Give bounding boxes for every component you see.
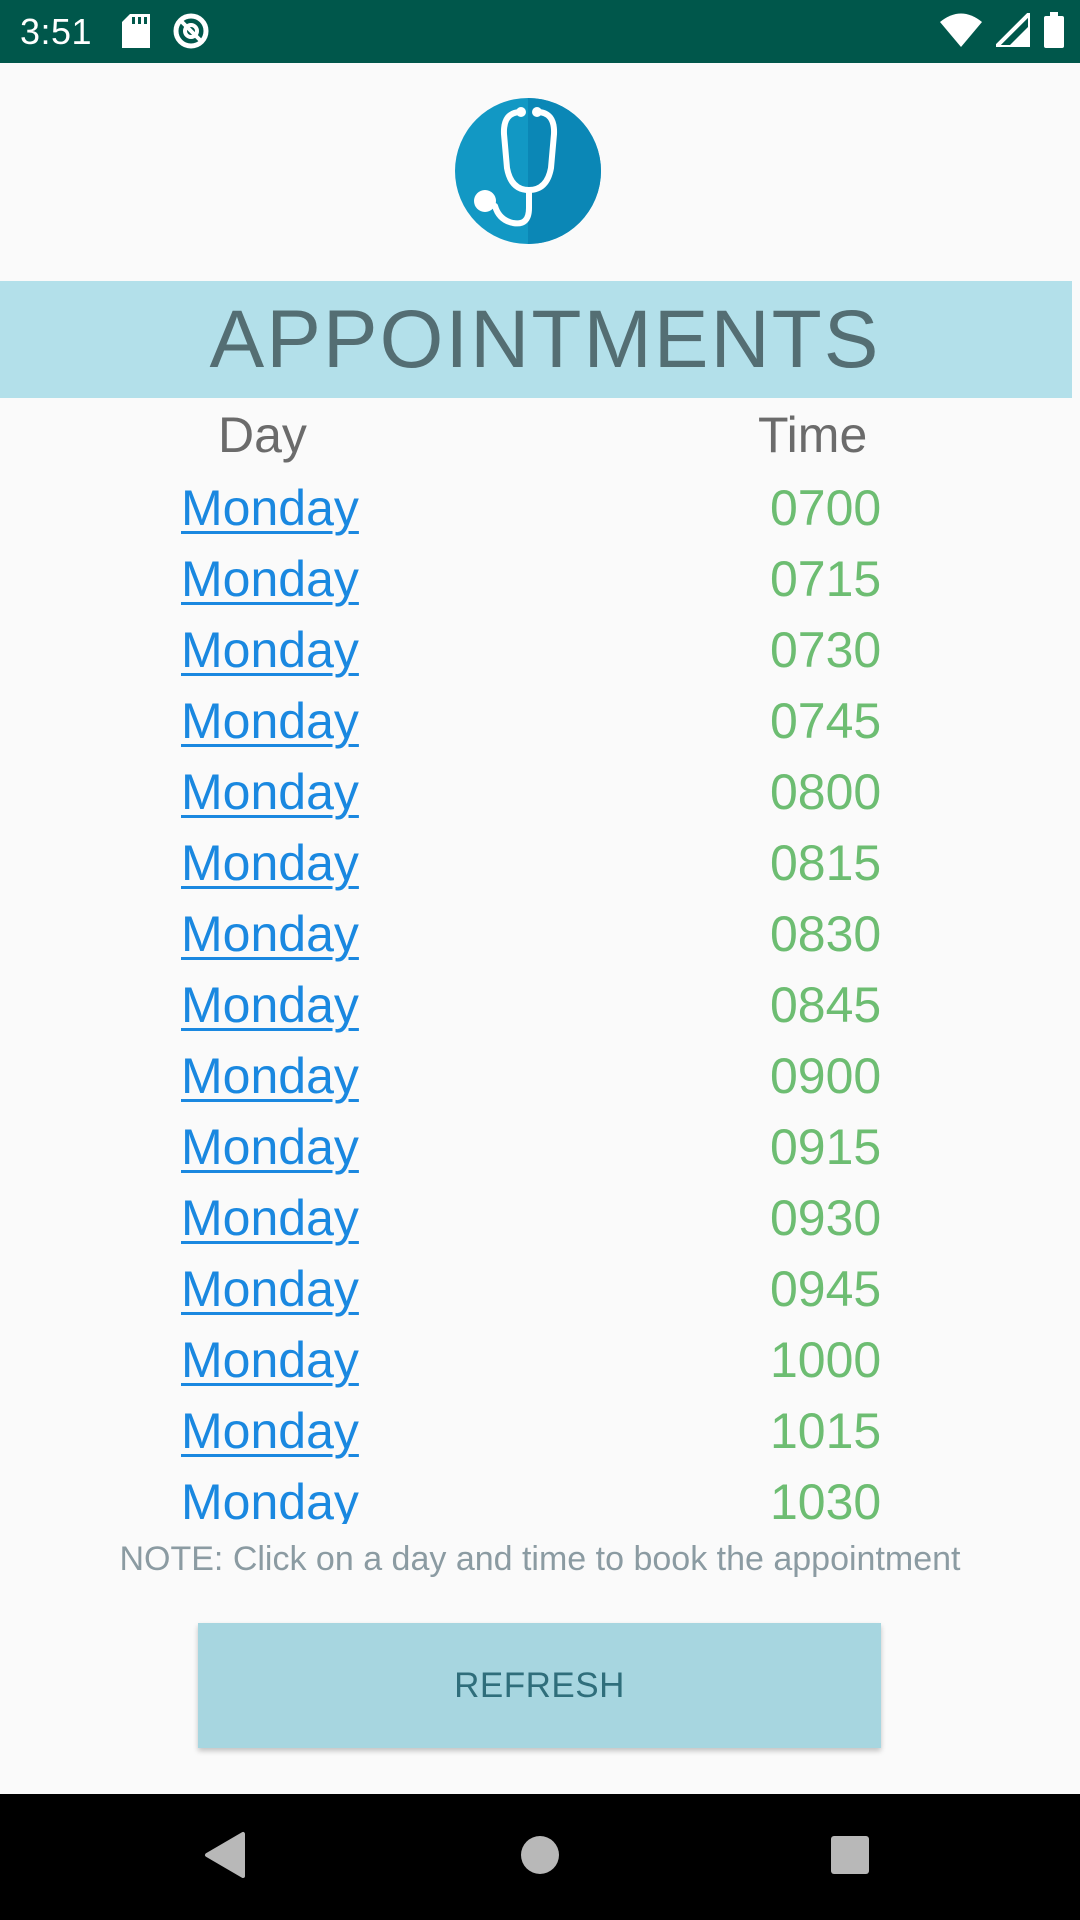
appointment-day-link[interactable]: Monday: [181, 622, 359, 678]
appointment-time[interactable]: 0915: [770, 1119, 882, 1175]
appointment-time[interactable]: 0700: [770, 480, 882, 536]
appointment-row[interactable]: Monday 0845: [0, 971, 1080, 1042]
appointment-row[interactable]: Monday 0830: [0, 900, 1080, 971]
appointment-time[interactable]: 1030: [770, 1474, 882, 1524]
appointment-list[interactable]: Monday 0700 Monday 0715 Monday 0730 Monday 0745…: [0, 474, 1080, 1524]
appointment-day-link[interactable]: Monday: [181, 1048, 359, 1104]
appointment-time[interactable]: 0715: [770, 551, 882, 607]
back-icon: [203, 1831, 247, 1884]
no-disturb-icon: [172, 12, 210, 55]
appointment-time[interactable]: 0945: [770, 1261, 882, 1317]
appointment-row[interactable]: Monday 0700: [0, 474, 1080, 545]
status-right-icons: [940, 8, 1064, 53]
appointment-row[interactable]: Monday 1015: [0, 1397, 1080, 1468]
sd-card-icon: [122, 14, 150, 53]
appointment-row[interactable]: Monday 0800: [0, 758, 1080, 829]
column-header-day: Day: [218, 407, 307, 463]
appointment-day-link[interactable]: Monday: [181, 551, 359, 607]
appointment-day-link[interactable]: Monday: [181, 1332, 359, 1388]
appointment-row[interactable]: Monday 0730: [0, 616, 1080, 687]
page-title: APPOINTMENTS: [209, 293, 881, 385]
recents-button[interactable]: [817, 1824, 883, 1890]
battery-icon: [1044, 12, 1064, 53]
appointment-day-link[interactable]: Monday: [181, 977, 359, 1033]
appointment-day-link[interactable]: Monday: [181, 1190, 359, 1246]
appointment-time[interactable]: 0815: [770, 835, 882, 891]
refresh-button[interactable]: REFRESH: [198, 1623, 881, 1748]
appointment-time[interactable]: 0830: [770, 906, 882, 962]
wifi-icon: [940, 13, 982, 52]
status-time: 3:51: [20, 11, 93, 52]
appointment-day-link[interactable]: Monday: [181, 1119, 359, 1175]
appointment-day-link[interactable]: Monday: [181, 693, 359, 749]
appointment-row[interactable]: Monday 0915: [0, 1113, 1080, 1184]
navigation-bar: [0, 1794, 1080, 1920]
appointment-row[interactable]: Monday 0900: [0, 1042, 1080, 1113]
appointment-day-link[interactable]: Monday: [181, 906, 359, 962]
appointment-time[interactable]: 0900: [770, 1048, 882, 1104]
appointment-time[interactable]: 1015: [770, 1403, 882, 1459]
signal-icon: [991, 8, 1032, 52]
booking-note: NOTE: Click on a day and time to book th…: [119, 1540, 961, 1578]
appointment-time[interactable]: 0745: [770, 693, 882, 749]
header-banner: APPOINTMENTS: [0, 281, 1072, 398]
home-button[interactable]: [507, 1824, 573, 1890]
appointment-day-link[interactable]: Monday: [181, 1261, 359, 1317]
column-header-time: Time: [758, 407, 868, 463]
appointment-time[interactable]: 1000: [770, 1332, 882, 1388]
refresh-button-label: REFRESH: [454, 1665, 625, 1705]
appointment-time[interactable]: 0845: [770, 977, 882, 1033]
appointment-time[interactable]: 0800: [770, 764, 882, 820]
stethoscope-logo-icon: [455, 98, 601, 244]
recents-icon: [829, 1834, 871, 1881]
appointment-time[interactable]: 0730: [770, 622, 882, 678]
appointment-row[interactable]: Monday 1030: [0, 1468, 1080, 1524]
status-left-icons: [122, 12, 210, 55]
appointment-day-link[interactable]: Monday: [181, 764, 359, 820]
home-icon: [519, 1834, 561, 1881]
appointment-day-link[interactable]: Monday: [181, 835, 359, 891]
appointment-row[interactable]: Monday 0945: [0, 1255, 1080, 1326]
appointment-time[interactable]: 0930: [770, 1190, 882, 1246]
back-button[interactable]: [192, 1824, 258, 1890]
appointment-row[interactable]: Monday 0930: [0, 1184, 1080, 1255]
appointment-day-link[interactable]: Monday: [181, 480, 359, 536]
appointment-row[interactable]: Monday 1000: [0, 1326, 1080, 1397]
appointment-row[interactable]: Monday 0815: [0, 829, 1080, 900]
appointment-day-link[interactable]: Monday: [181, 1474, 359, 1524]
appointment-row[interactable]: Monday 0715: [0, 545, 1080, 616]
status-bar: 3:51: [0, 0, 1080, 63]
appointment-row[interactable]: Monday 0745: [0, 687, 1080, 758]
appointment-day-link[interactable]: Monday: [181, 1403, 359, 1459]
